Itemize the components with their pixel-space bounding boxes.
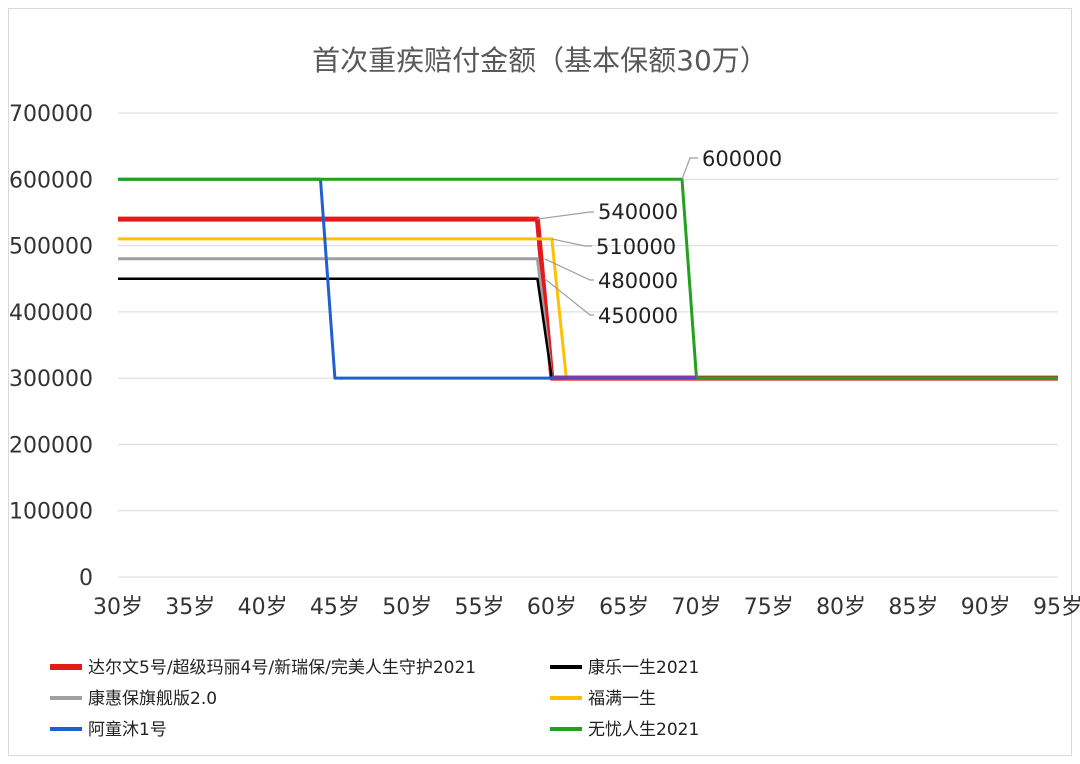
legend-entry-label: 无忧人生2021 [588,720,699,740]
data-label-leader [544,258,594,281]
data-label: 510000 [596,235,676,259]
y-tick-label: 100000 [9,500,93,525]
x-tick-label: 80岁 [816,595,866,620]
x-tick-label: 85岁 [888,595,938,620]
y-tick-label: 300000 [9,367,93,392]
x-tick-label: 60岁 [527,595,577,620]
data-label: 480000 [598,269,678,293]
x-tick-label: 30岁 [93,595,143,620]
series-line [118,277,1058,380]
data-label-leader [551,238,592,247]
x-tick-label: 55岁 [455,595,505,620]
data-label-leader [544,278,594,316]
y-tick-label: 500000 [9,235,93,260]
data-label: 450000 [598,304,678,328]
x-tick-label: 70岁 [671,595,721,620]
data-labels: 600000 540000 510000 480000 450000 [537,147,782,328]
x-tick-label: 90岁 [961,595,1011,620]
x-tick-label: 75岁 [744,595,794,620]
series-lines [118,177,1058,381]
legend-entry-label: 福满一生 [588,689,656,709]
x-tick-label: 40岁 [238,595,288,620]
y-tick-label: 700000 [9,102,93,127]
data-label: 540000 [598,200,678,224]
legend-entry-label: 康乐一生2021 [588,658,699,678]
legend-entry-label: 达尔文5号/超级玛丽4号/新瑞保/完美人生守护2021 [88,658,476,678]
x-tick-label: 45岁 [310,595,360,620]
data-label-leader [681,157,698,180]
x-axis-ticks: 30岁 35岁 40岁 45岁 50岁 55岁 60岁 65岁 70岁 75岁 80岁 85岁 90岁 9… [93,595,1080,620]
series-line [118,216,1058,381]
y-tick-label: 600000 [9,168,93,193]
y-axis-ticks: 0 100000 200000 300000 400000 500000 600000 700… [9,102,93,591]
chart-frame [8,8,1072,756]
data-label-leader [537,211,594,220]
x-tick-label: 65岁 [599,595,649,620]
x-tick-label: 95岁 [1033,595,1080,620]
series-line [118,257,1058,380]
x-tick-label: 35岁 [165,595,215,620]
chart-title: 首次重疾赔付金额（基本保额30万） [312,44,768,77]
x-tick-label: 50岁 [382,595,432,620]
y-tick-label: 400000 [9,301,93,326]
series-line [118,177,1058,380]
legend-entry-label: 康惠保旗舰版2.0 [88,689,217,709]
legend: 达尔文5号/超级玛丽4号/新瑞保/完美人生守护2021 康乐一生2021 康惠保旗舰… [50,658,699,740]
y-tick-label: 200000 [9,433,93,458]
y-tick-label: 0 [79,566,93,591]
gridlines [118,112,1058,578]
legend-entry-label: 阿童沐1号 [88,720,167,740]
data-label: 600000 [702,147,782,171]
